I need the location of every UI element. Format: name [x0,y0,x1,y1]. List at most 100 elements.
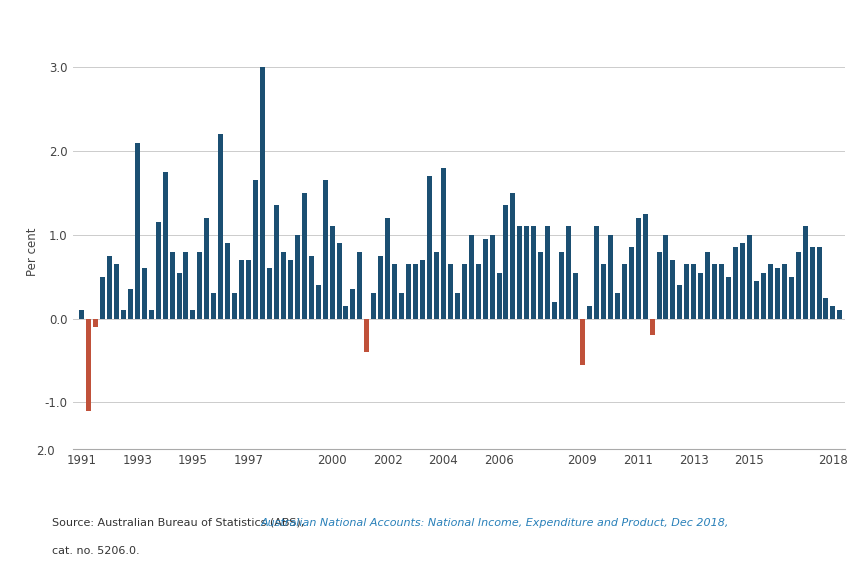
Bar [148,310,153,319]
Bar [433,251,438,319]
Bar [114,264,119,319]
Bar [552,302,556,319]
Bar [350,289,355,319]
Bar [649,319,653,335]
Bar [274,205,279,319]
Bar [579,319,585,365]
Bar [544,227,549,319]
Bar [482,239,487,319]
Bar [760,273,765,319]
Bar [725,277,730,319]
Bar [621,264,626,319]
Bar [93,319,98,327]
Bar [808,247,814,319]
Bar [329,227,334,319]
Bar [86,319,91,411]
Bar [218,134,223,319]
Bar [121,310,126,319]
Bar [392,264,397,319]
Bar [79,310,84,319]
Text: Australian National Accounts: National Income, Expenditure and Product, Dec 2018: Australian National Accounts: National I… [260,518,728,527]
Bar [489,235,494,319]
Bar [732,247,737,319]
Bar [197,251,202,319]
Bar [399,293,404,319]
Bar [753,281,758,319]
Bar [781,264,786,319]
Bar [322,181,327,319]
Bar [788,277,793,319]
Bar [448,264,452,319]
Bar [795,251,800,319]
Bar [419,260,424,319]
Bar [684,264,689,319]
Bar [190,310,195,319]
Bar [677,285,682,319]
Bar [475,264,480,319]
Bar [267,269,271,319]
Bar [600,264,605,319]
Bar [774,269,779,319]
Bar [711,264,716,319]
Bar [315,285,320,319]
Bar [281,251,286,319]
Bar [697,273,703,319]
Bar [211,293,216,319]
Bar [343,306,348,319]
Bar [238,260,244,319]
Bar [704,251,709,319]
Bar [767,264,772,319]
Bar [406,264,411,319]
Bar [718,264,723,319]
Bar [232,293,237,319]
Bar [225,243,230,319]
Bar [336,243,341,319]
Bar [537,251,542,319]
Bar [503,205,508,319]
Bar [204,218,209,319]
Bar [822,298,827,319]
Bar [260,67,264,319]
Bar [357,251,362,319]
Bar [245,260,251,319]
Bar [607,235,612,319]
Bar [586,306,592,319]
Text: Source: Australian Bureau of Statistics (ABS),: Source: Australian Bureau of Statistics … [52,518,307,527]
Text: 2.0: 2.0 [35,445,54,458]
Bar [426,176,431,319]
Bar [496,273,501,319]
Bar [177,273,182,319]
Bar [739,243,744,319]
Bar [635,218,640,319]
Bar [670,260,675,319]
Bar [156,222,160,319]
Bar [127,289,133,319]
Bar [628,247,633,319]
Bar [829,306,834,319]
Bar [163,172,167,319]
Bar [440,168,445,319]
Bar [593,227,598,319]
Bar [134,143,139,319]
Bar [641,214,647,319]
Bar [288,260,293,319]
Bar [656,251,660,319]
Bar [746,235,751,319]
Bar [663,235,667,319]
Bar [412,264,418,319]
Bar [468,235,474,319]
Bar [308,256,313,319]
Bar [107,256,112,319]
Bar [573,273,578,319]
Bar [530,227,536,319]
Bar [294,235,300,319]
Bar [836,310,841,319]
Bar [364,319,369,352]
Bar [455,293,459,319]
Bar [566,227,571,319]
Bar [301,193,307,319]
Bar [691,264,696,319]
Bar [559,251,563,319]
Bar [371,293,376,319]
Text: cat. no. 5206.0.: cat. no. 5206.0. [52,546,139,556]
